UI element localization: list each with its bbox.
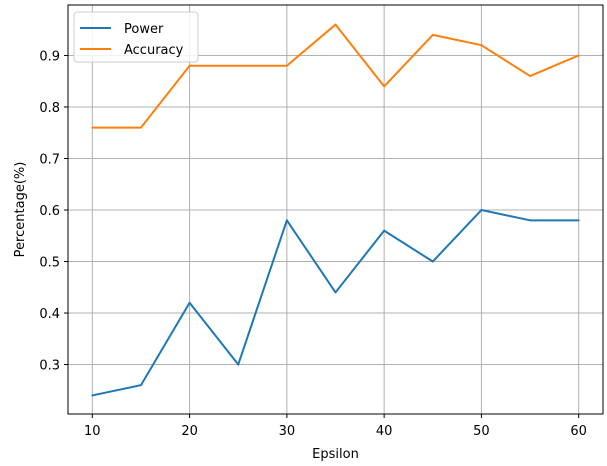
data-point-power [529,219,531,222]
x-tick-label: 10 [84,424,101,439]
x-tick-label: 40 [376,424,393,439]
data-point-accuracy [188,64,191,67]
series-line-power [92,209,579,397]
y-tick-label: 0.6 [39,204,60,219]
legend-label-power: Power [124,22,164,37]
data-point-accuracy [383,85,386,88]
data-point-accuracy [237,64,240,67]
legend-label-accuracy: Accuracy [124,43,184,58]
data-point-power [480,209,483,211]
data-point-accuracy [334,23,337,26]
y-axis-ticks: 0.3 0.4 0.5 0.6 0.7 0.8 0.9 [39,49,68,374]
data-point-accuracy [140,126,142,129]
y-tick-label: 0.9 [39,49,60,64]
y-tick-label: 0.7 [39,153,60,168]
data-point-power [577,219,580,222]
data-point-accuracy [431,33,434,36]
data-point-power [383,229,386,232]
y-tick-label: 0.4 [39,307,60,322]
legend: Power Accuracy [73,11,199,63]
y-tick-label: 0.8 [39,101,60,116]
x-tick-label: 60 [570,424,587,439]
data-point-power [237,363,240,366]
y-tick-label: 0.3 [39,359,60,374]
data-point-power [285,219,288,222]
data-point-accuracy [480,44,483,47]
x-tick-label: 50 [473,424,490,439]
data-point-accuracy [285,64,288,67]
data-point-power [140,384,142,387]
series-lines [91,23,580,397]
data-point-power [188,301,191,304]
x-axis-label: Epsilon [312,447,359,462]
grid [68,5,603,414]
data-point-power [91,394,94,397]
data-point-accuracy [577,54,580,57]
data-point-power [334,291,337,294]
y-tick-label: 0.5 [39,256,60,271]
y-axis-label: Percentage(%) [13,162,28,258]
data-point-accuracy [91,126,94,129]
x-tick-label: 30 [279,424,296,439]
x-tick-label: 20 [181,424,198,439]
data-point-accuracy [529,75,531,77]
data-point-power [431,260,434,263]
x-axis-ticks: 10 20 30 40 50 60 [84,414,587,439]
plot-area-frame [67,4,604,415]
